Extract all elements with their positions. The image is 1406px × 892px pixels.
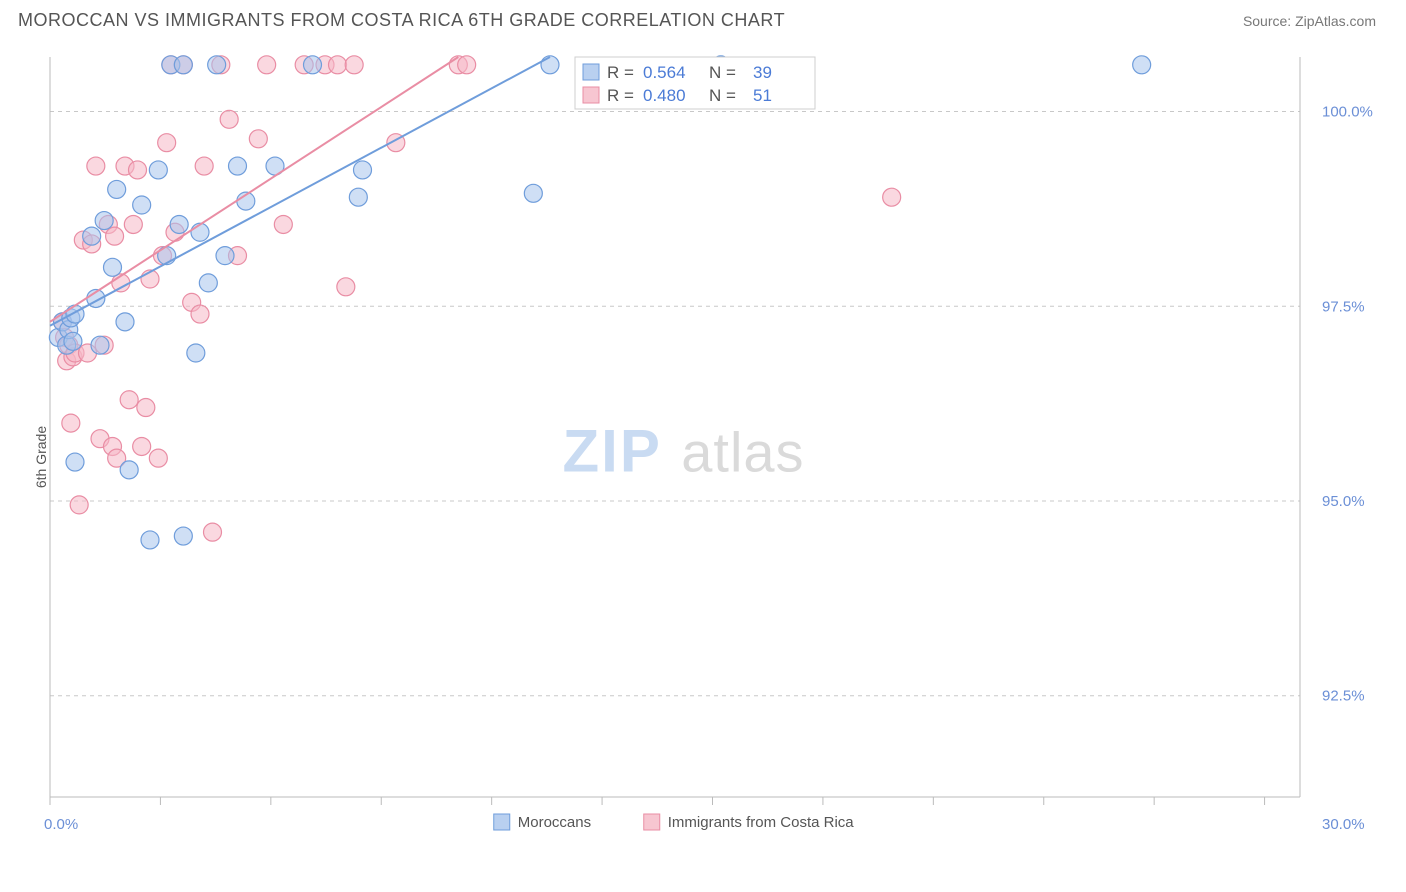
svg-text:0.0%: 0.0% bbox=[44, 816, 78, 833]
svg-text:ZIP: ZIP bbox=[563, 417, 662, 484]
svg-text:95.0%: 95.0% bbox=[1322, 493, 1365, 510]
svg-text:92.5%: 92.5% bbox=[1322, 688, 1365, 705]
title-bar: MOROCCAN VS IMMIGRANTS FROM COSTA RICA 6… bbox=[0, 0, 1406, 37]
svg-text:R =: R = bbox=[607, 86, 634, 105]
svg-text:R =: R = bbox=[607, 63, 634, 82]
svg-text:atlas: atlas bbox=[681, 420, 804, 483]
svg-text:51: 51 bbox=[753, 86, 772, 105]
svg-text:97.5%: 97.5% bbox=[1322, 298, 1365, 315]
svg-text:N =: N = bbox=[709, 63, 736, 82]
source-label: Source: ZipAtlas.com bbox=[1243, 13, 1376, 29]
chart-title: MOROCCAN VS IMMIGRANTS FROM COSTA RICA 6… bbox=[18, 10, 785, 31]
svg-text:100.0%: 100.0% bbox=[1322, 104, 1373, 121]
svg-text:Immigrants from Costa Rica: Immigrants from Costa Rica bbox=[668, 814, 855, 831]
svg-text:N =: N = bbox=[709, 86, 736, 105]
scatter-chart: 92.5% 95.0% 97.5% 100.0% ZIP atlas 0.0% 30.0% R … bbox=[0, 37, 1406, 877]
svg-text:Moroccans: Moroccans bbox=[518, 814, 591, 831]
svg-text:39: 39 bbox=[753, 63, 772, 82]
svg-text:30.0%: 30.0% bbox=[1322, 816, 1365, 833]
svg-text:0.480: 0.480 bbox=[643, 86, 686, 105]
chart-container: 6th Grade 92.5% 95.0% 97.5% 100.0% ZIP atlas 0… bbox=[0, 37, 1406, 877]
y-axis-label: 6th Grade bbox=[33, 426, 49, 488]
svg-text:0.564: 0.564 bbox=[643, 63, 686, 82]
